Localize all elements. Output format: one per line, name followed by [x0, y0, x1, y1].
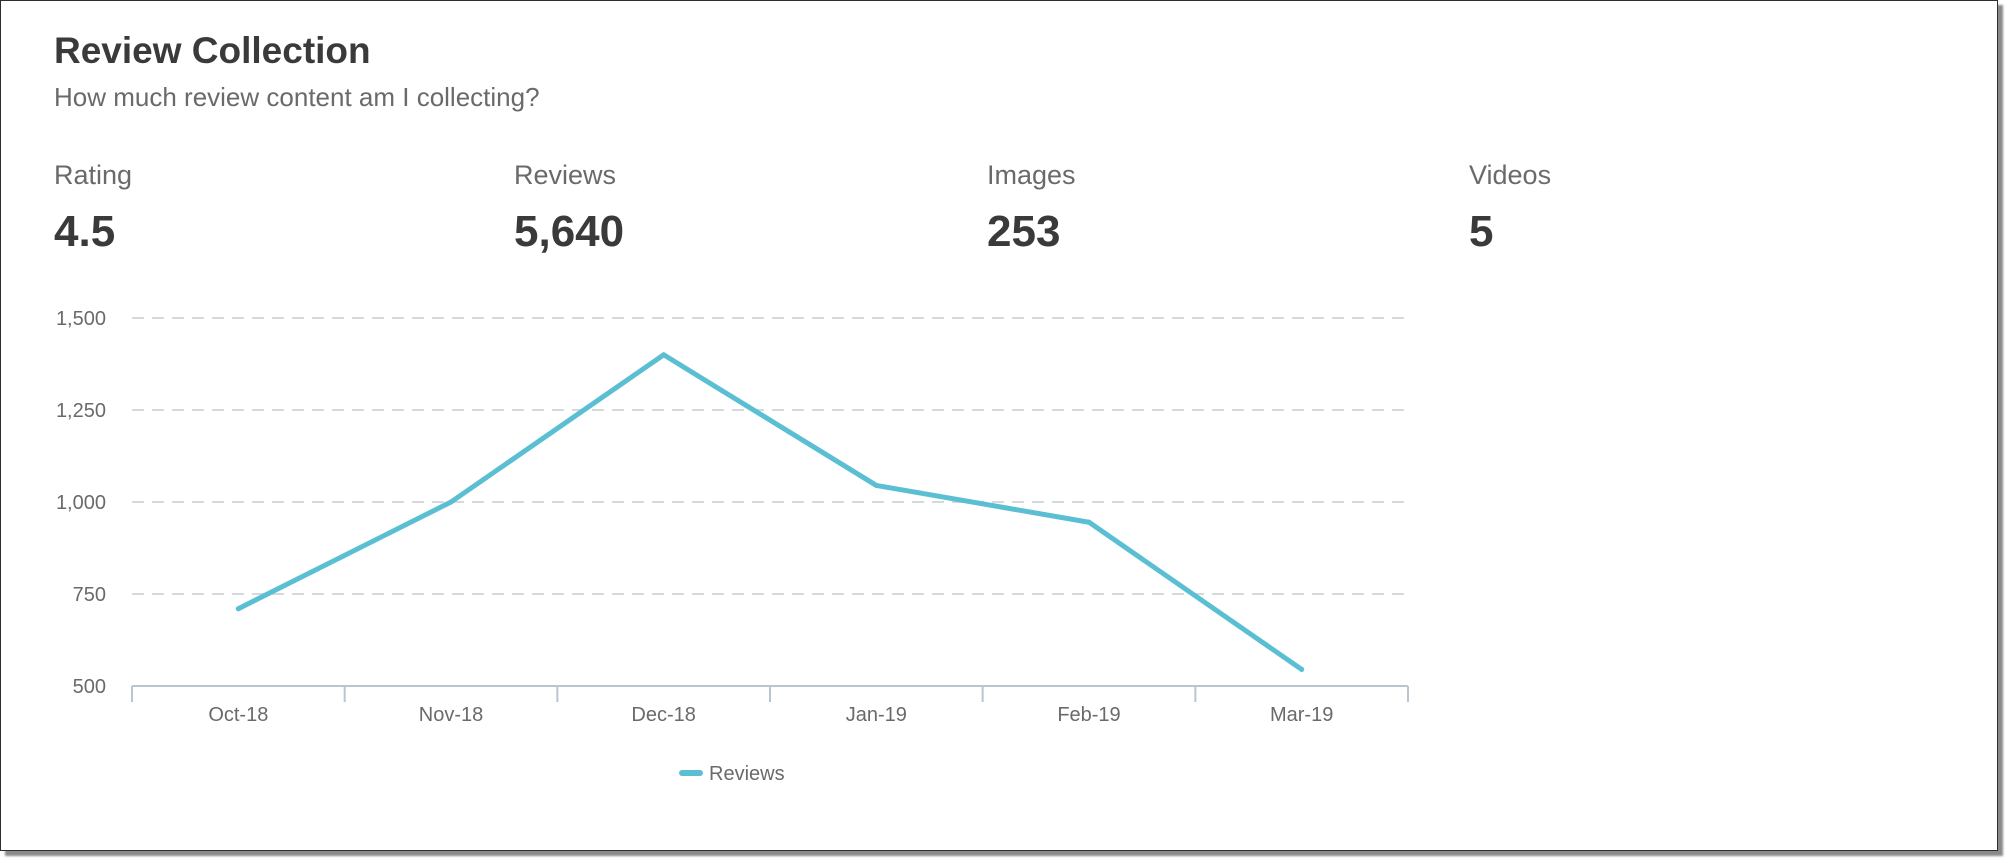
x-tick-label: Oct-18	[208, 704, 268, 726]
legend-label: Reviews	[709, 763, 785, 785]
y-tick-label: 500	[73, 676, 106, 698]
y-tick-label: 1,000	[56, 492, 106, 514]
x-tick-label: Dec-18	[631, 704, 695, 726]
data-point: Nov-18: 1000	[449, 500, 454, 505]
x-tick-label: Mar-19	[1270, 704, 1333, 726]
data-point: Feb-19: 945	[1087, 520, 1092, 525]
data-point: Oct-18: 710	[236, 606, 241, 611]
y-tick-label: 1,500	[56, 308, 106, 330]
data-point: Jan-19: 1045	[874, 483, 879, 488]
y-tick-label: 750	[73, 584, 106, 606]
data-point: Mar-19: 545	[1299, 667, 1304, 672]
series-line-reviews	[238, 355, 1301, 670]
x-tick-label: Nov-18	[419, 704, 483, 726]
x-tick-label: Jan-19	[846, 704, 907, 726]
data-point: Dec-18: 1400	[661, 352, 666, 357]
y-tick-label: 1,250	[56, 400, 106, 422]
x-tick-label: Feb-19	[1057, 704, 1120, 726]
chart-legend: Reviews	[682, 763, 785, 785]
